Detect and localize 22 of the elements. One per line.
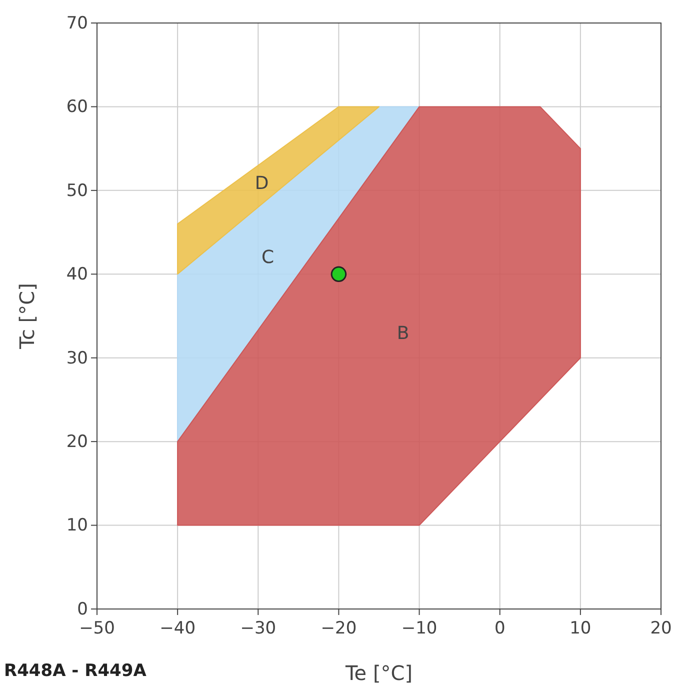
text: R448A - R449A (4, 661, 148, 681)
y-axis-title: Tc [°C] (15, 283, 39, 350)
x-tick-label: 10 (570, 618, 592, 638)
y-tick-label: 20 (66, 432, 88, 452)
series-label: D (254, 172, 269, 194)
x-tick-label: 20 (650, 618, 672, 638)
x-tick-label: −10 (401, 618, 438, 638)
y-tick-label: 40 (66, 264, 88, 285)
y-tick-label: 60 (66, 97, 88, 118)
x-tick-label: −30 (240, 618, 276, 638)
x-tick-label: −50 (79, 618, 115, 638)
y-tick-label: 30 (66, 348, 88, 368)
y-tick-label: 0 (77, 599, 88, 620)
y-tick-label: 70 (66, 13, 88, 34)
series-label: B (396, 322, 410, 344)
x-tick-label: −20 (320, 618, 357, 638)
x-axis-title: Te [°C] (344, 661, 413, 685)
x-tick-label: 0 (494, 618, 506, 638)
x-tick-label: −40 (160, 618, 196, 638)
y-tick-label: 10 (66, 516, 88, 536)
series-label: C (261, 247, 274, 268)
y-tick-label: 50 (66, 180, 88, 201)
